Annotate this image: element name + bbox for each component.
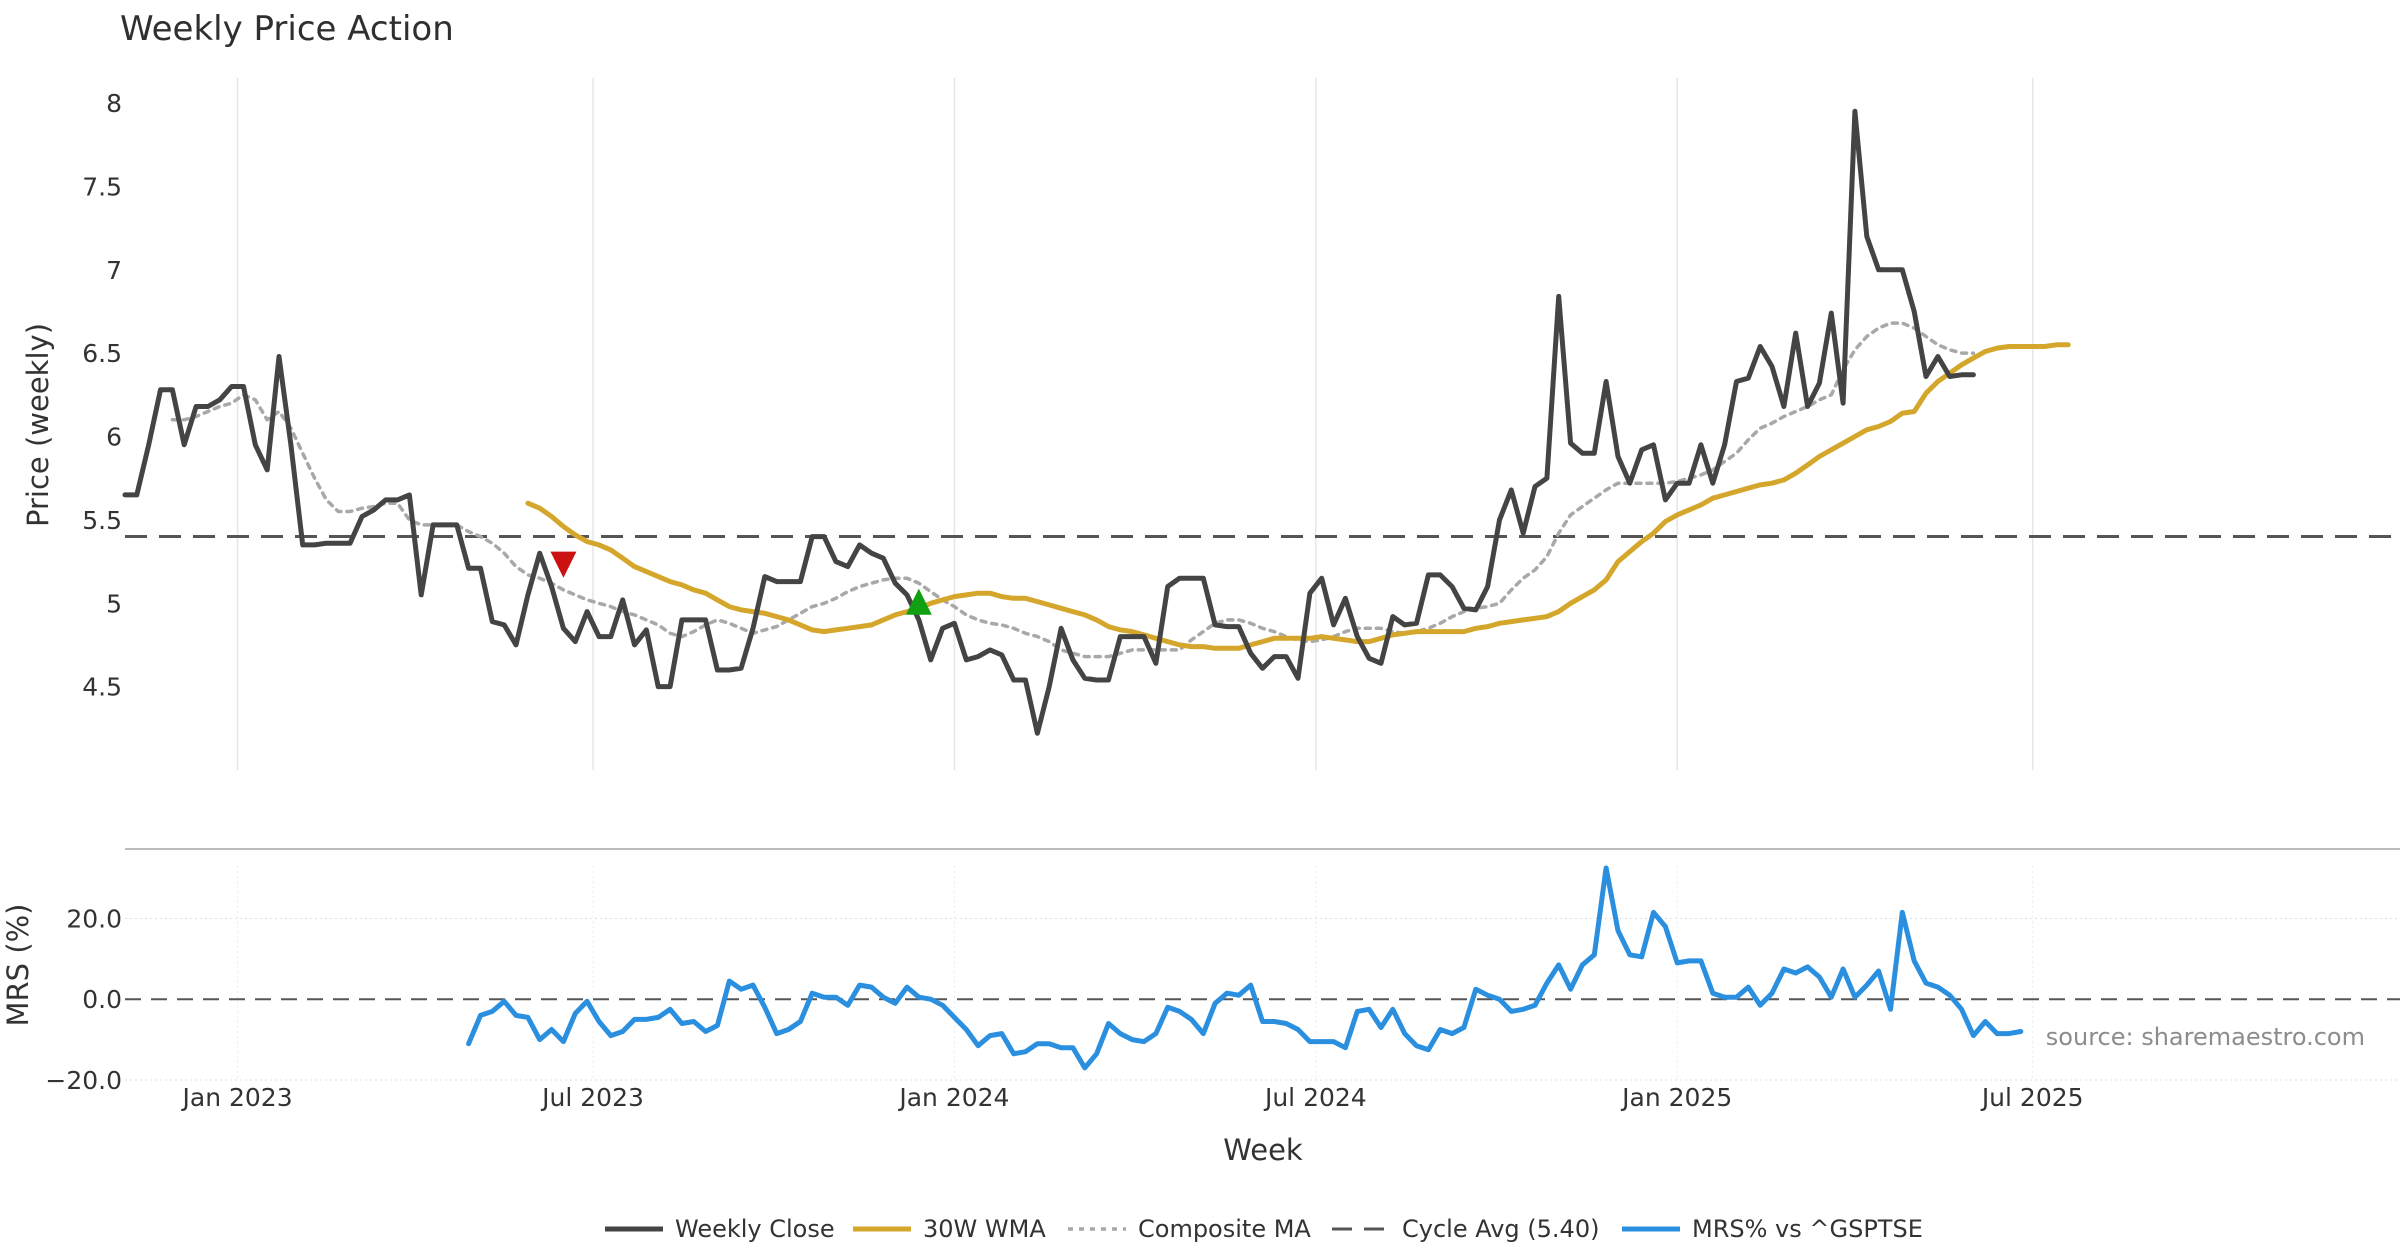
x-tick-0: Jan 2023 xyxy=(181,1083,293,1112)
legend-item-0: Weekly Close xyxy=(605,1215,835,1243)
legend-item-1: 30W WMA xyxy=(853,1215,1046,1243)
x-tick-1: Jul 2023 xyxy=(540,1083,644,1112)
legend-item-4: MRS% vs ^GSPTSE xyxy=(1622,1215,1923,1243)
price-y-tick-1: 5 xyxy=(106,589,122,618)
price-gridlines xyxy=(236,78,2034,770)
mrs-y-ticks: −20.0 0.0 20.0 xyxy=(45,904,122,1095)
series-weekly-close xyxy=(122,108,1976,736)
x-tick-3: Jul 2024 xyxy=(1263,1083,1367,1112)
source-note: source: sharemaestro.com xyxy=(2046,1023,2365,1051)
sell-marker: ▼ xyxy=(550,543,577,583)
legend-label-1: 30W WMA xyxy=(923,1215,1046,1243)
legend-label-0: Weekly Close xyxy=(675,1215,835,1243)
x-tick-2: Jan 2024 xyxy=(897,1083,1009,1112)
signal-markers: ▼▲ xyxy=(550,543,932,620)
buy-marker: ▲ xyxy=(906,579,933,619)
price-series xyxy=(122,108,2071,736)
mrs-y-tick-1: 0.0 xyxy=(82,985,122,1014)
mrs-y-tick-2: 20.0 xyxy=(66,904,122,933)
legend-item-2: Composite MA xyxy=(1068,1215,1311,1243)
legend-item-3: Cycle Avg (5.40) xyxy=(1332,1215,1599,1243)
legend-label-4: MRS% vs ^GSPTSE xyxy=(1692,1215,1923,1243)
legend-label-2: Composite MA xyxy=(1138,1215,1311,1243)
price-y-tick-7: 8 xyxy=(106,89,122,118)
price-y-tick-5: 7 xyxy=(106,256,122,285)
price-y-tick-0: 4.5 xyxy=(82,673,122,702)
price-y-ticks: 4.5 5 5.5 6 6.5 7 7.5 8 xyxy=(82,89,122,702)
legend-label-3: Cycle Avg (5.40) xyxy=(1402,1215,1599,1243)
legend: Weekly Close 30W WMA Composite MA Cycle Avg… xyxy=(605,1215,1923,1243)
price-y-label: Price (weekly) xyxy=(21,323,55,527)
x-tick-5: Jul 2025 xyxy=(1980,1083,2084,1112)
series-mrs xyxy=(466,865,2024,1071)
mrs-y-label: MRS (%) xyxy=(1,904,35,1027)
price-y-tick-2: 5.5 xyxy=(82,506,122,535)
mrs-y-tick-0: −20.0 xyxy=(45,1066,122,1095)
series-30w-wma xyxy=(525,342,2071,651)
x-tick-4: Jan 2025 xyxy=(1620,1083,1732,1112)
mrs-series xyxy=(466,865,2024,1071)
series-composite-ma xyxy=(170,321,1976,659)
mrs-gridlines xyxy=(125,866,2400,1081)
price-y-tick-3: 6 xyxy=(106,423,122,452)
price-y-tick-6: 7.5 xyxy=(82,172,122,201)
x-axis-label: Week xyxy=(1223,1133,1303,1167)
price-y-tick-4: 6.5 xyxy=(82,339,122,368)
x-axis-ticks: Jan 2023 Jul 2023 Jan 2024 Jul 2024 Jan 2025… xyxy=(181,1083,2084,1112)
chart-title: Weekly Price Action xyxy=(120,9,454,49)
